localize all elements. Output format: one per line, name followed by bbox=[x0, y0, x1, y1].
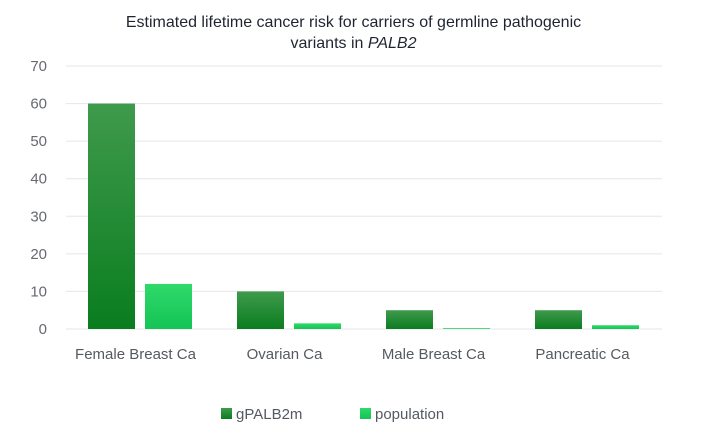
chart-title-line-1: Estimated lifetime cancer risk for carri… bbox=[125, 14, 582, 31]
legend-item-population-label: population bbox=[375, 406, 444, 423]
x-category-label: Pancreatic Ca bbox=[535, 346, 630, 363]
chart-title-line-2-prefix: variants in bbox=[290, 35, 368, 52]
bar-population bbox=[443, 328, 490, 329]
y-tick-label: 50 bbox=[30, 133, 47, 150]
y-tick-label: 10 bbox=[30, 283, 47, 300]
legend-item-gpalb2m-swatch bbox=[221, 408, 232, 419]
bar-gpalb2m bbox=[237, 291, 284, 329]
legend-item-population-swatch bbox=[360, 408, 371, 419]
y-tick-label: 20 bbox=[30, 246, 47, 263]
chart-title-line-2: variants in PALB2 bbox=[0, 33, 707, 54]
x-category-label: Male Breast Ca bbox=[382, 346, 486, 363]
chart-title-gene: PALB2 bbox=[367, 35, 417, 52]
y-tick-label: 60 bbox=[30, 96, 47, 113]
y-tick-label: 40 bbox=[30, 171, 47, 188]
bar-gpalb2m bbox=[535, 310, 582, 329]
x-category-label: Female Breast Ca bbox=[75, 346, 197, 363]
bar-population bbox=[145, 283, 192, 329]
bar-gpalb2m bbox=[88, 103, 135, 329]
bar-population bbox=[294, 323, 341, 329]
y-tick-label: 30 bbox=[30, 208, 47, 225]
bar-gpalb2m bbox=[386, 310, 433, 329]
y-tick-label: 0 bbox=[39, 321, 47, 338]
bar-population bbox=[592, 325, 639, 329]
y-tick-label: 70 bbox=[30, 58, 47, 75]
x-category-label: Ovarian Ca bbox=[247, 346, 324, 363]
legend-item-gpalb2m-label: gPALB2m bbox=[236, 406, 302, 423]
chart-title: Estimated lifetime cancer risk for carri… bbox=[0, 12, 707, 54]
